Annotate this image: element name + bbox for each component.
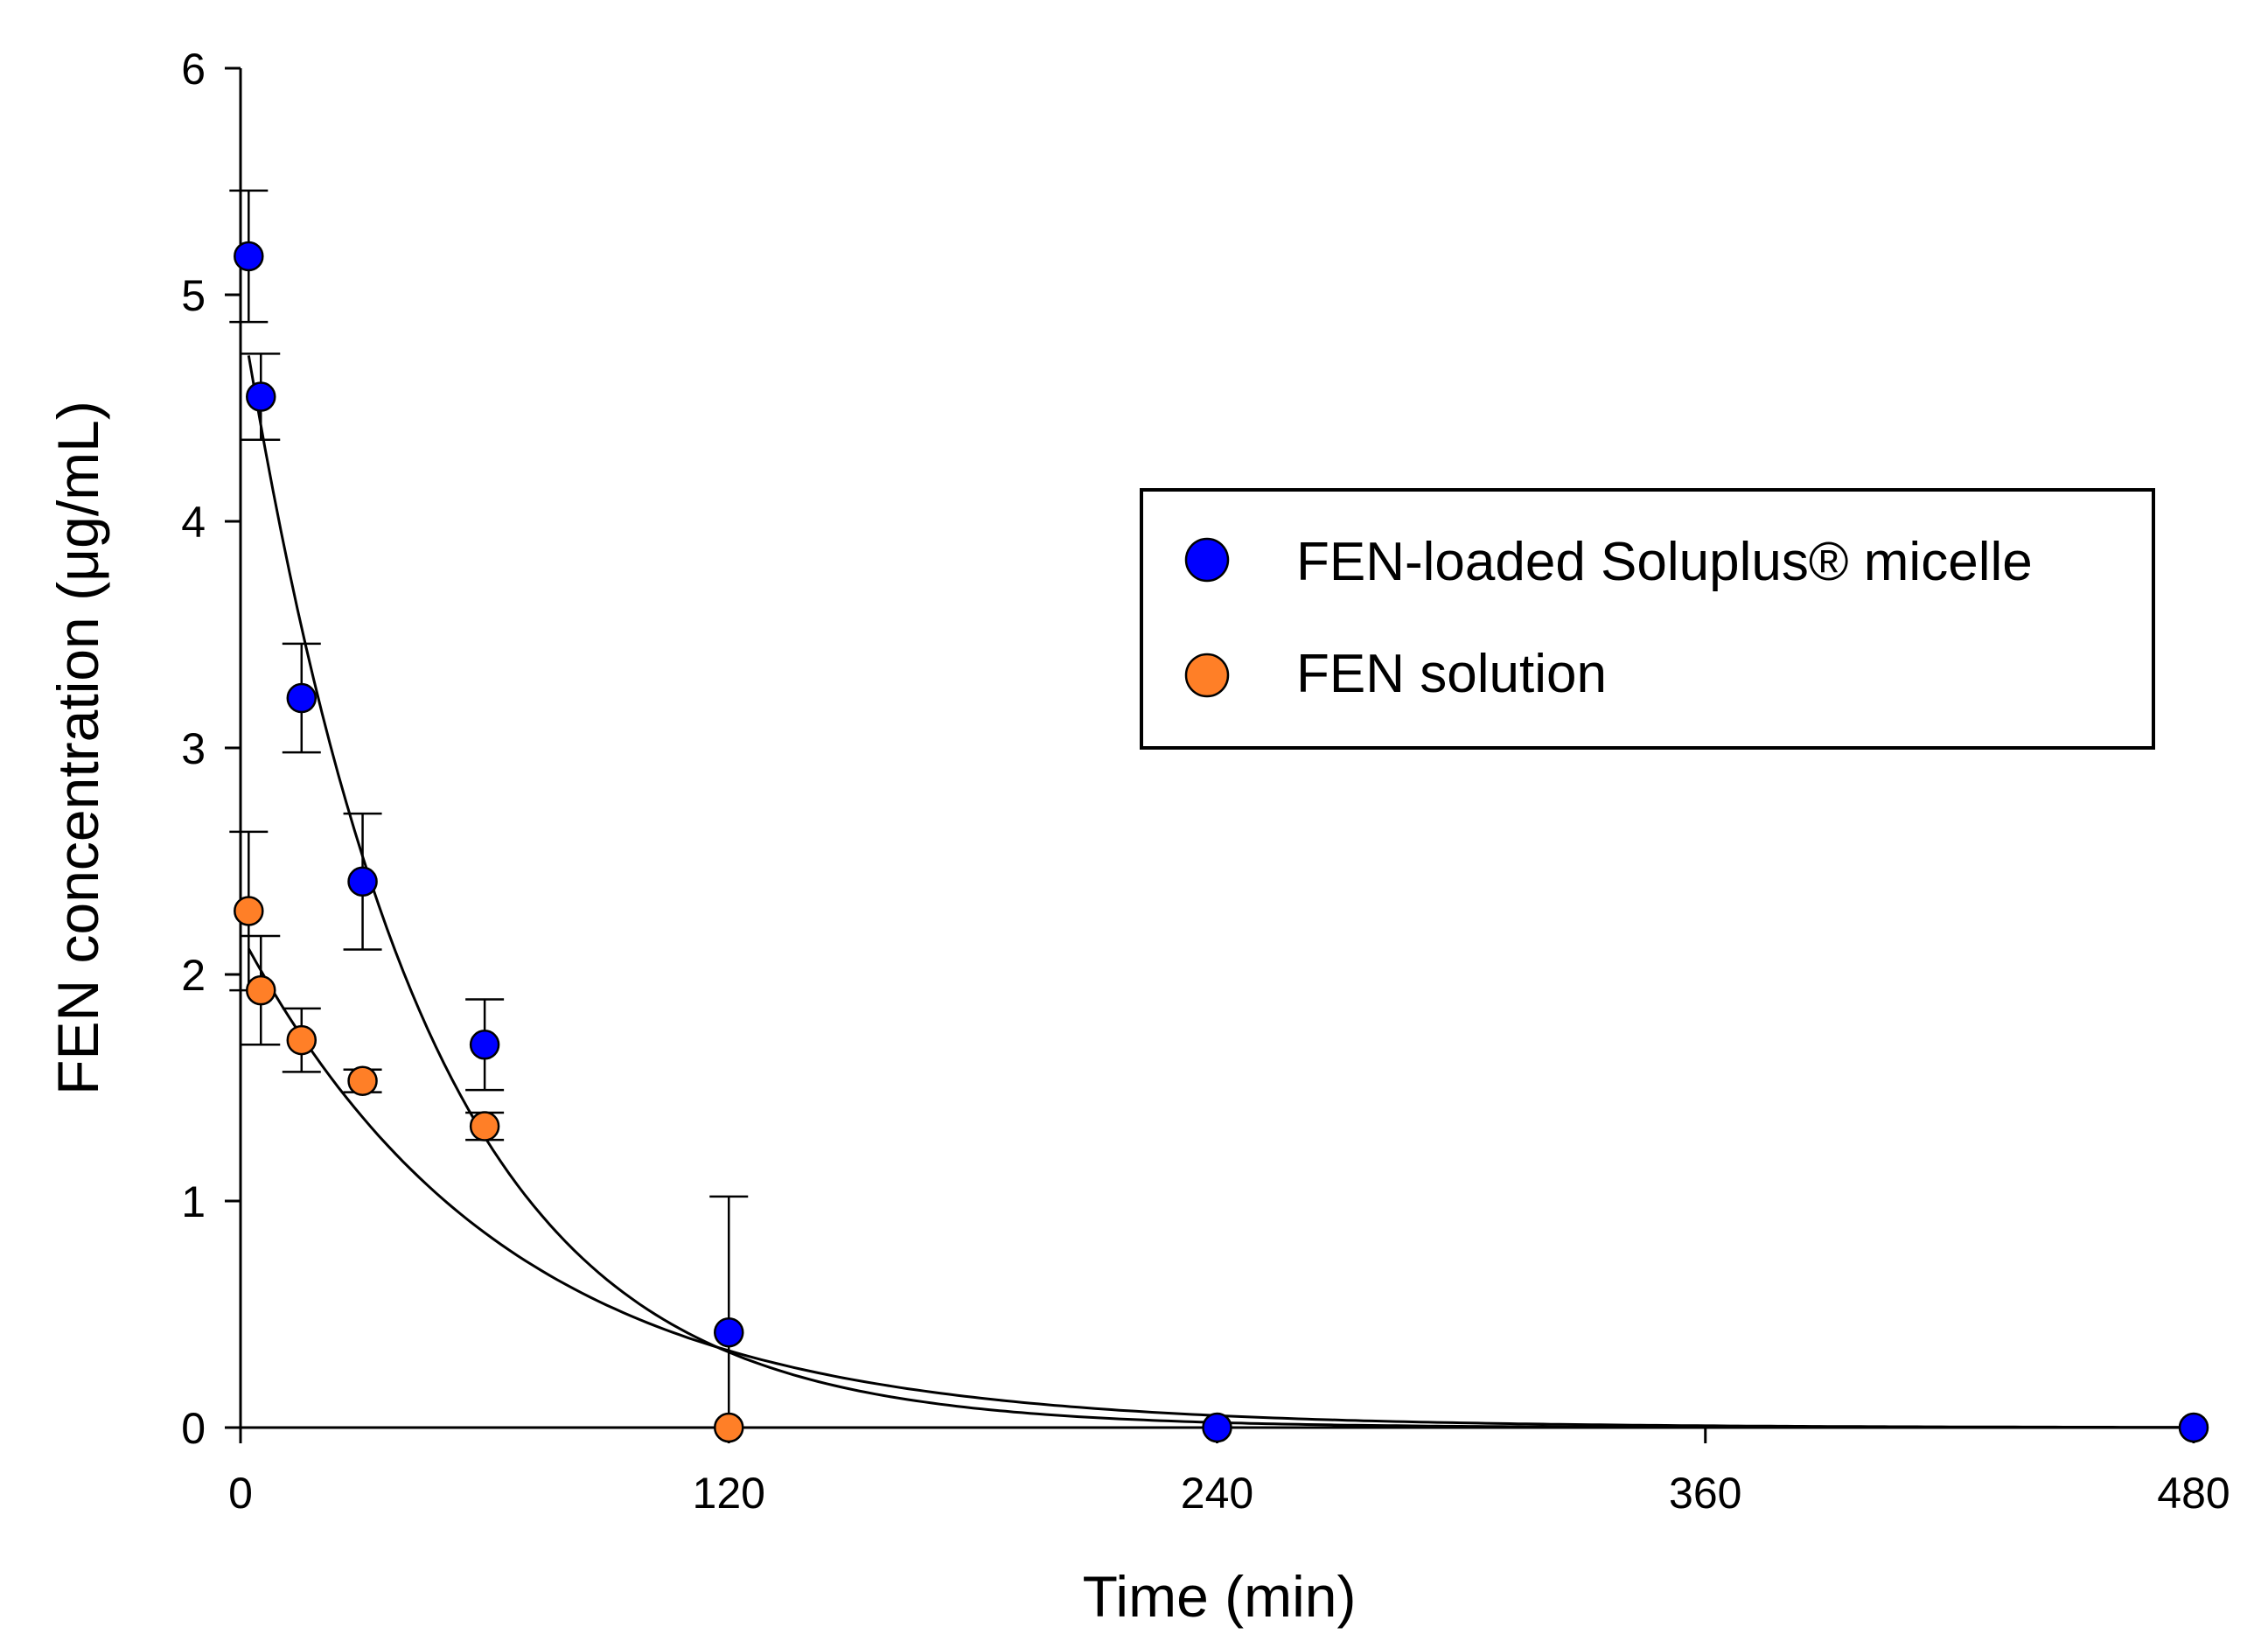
data-point-series-0 (714, 1316, 744, 1348)
x-tick-label: 240 (1181, 1469, 1253, 1518)
x-tick-label: 480 (2157, 1469, 2230, 1518)
data-point-series-0 (1202, 1412, 1232, 1443)
y-tick-label: 2 (181, 951, 206, 1000)
data-point-series-1 (469, 1111, 500, 1142)
data-point-series-1 (714, 1412, 744, 1443)
x-tick-label: 0 (228, 1469, 253, 1518)
fit-curve-1 (247, 947, 2194, 1429)
y-tick-label: 5 (181, 271, 206, 320)
legend-label-solution: FEN solution (1296, 644, 1607, 704)
data-point-series-1 (234, 896, 264, 926)
legend-marker-micelle (1184, 537, 1230, 583)
error-bars (229, 189, 749, 1429)
data-point-series-0 (286, 682, 318, 714)
y-axis-title: FEN concentration (μg/mL) (45, 401, 110, 1095)
y-tick-label: 1 (181, 1177, 206, 1226)
data-point-series-0 (246, 381, 276, 412)
axes: 0 1 2 3 4 5 6 0 120 240 360 480 (181, 45, 2230, 1518)
data-point-series-0 (347, 866, 378, 897)
x-tick-label: 120 (693, 1469, 765, 1518)
data-point-series-0 (2178, 1412, 2209, 1443)
legend-marker-solution (1184, 653, 1230, 698)
data-point-series-1 (286, 1024, 318, 1056)
y-tick-label: 3 (181, 724, 206, 773)
legend-box (1140, 488, 2155, 750)
y-tick-label: 0 (181, 1404, 206, 1453)
x-axis-title: Time (min) (1083, 1564, 1357, 1629)
legend: FEN-loaded Soluplus® micelle FEN solutio… (1140, 488, 2155, 750)
data-point-series-0 (469, 1030, 500, 1060)
y-tick-label: 6 (181, 45, 206, 94)
data-points (234, 241, 2209, 1443)
data-point-series-1 (347, 1065, 378, 1096)
legend-label-micelle: FEN-loaded Soluplus® micelle (1296, 532, 2033, 592)
x-tick-label: 360 (1669, 1469, 1741, 1518)
data-point-series-1 (246, 974, 276, 1006)
y-tick-label: 4 (181, 498, 206, 547)
data-point-series-0 (234, 241, 264, 272)
error-bar (709, 1195, 749, 1429)
